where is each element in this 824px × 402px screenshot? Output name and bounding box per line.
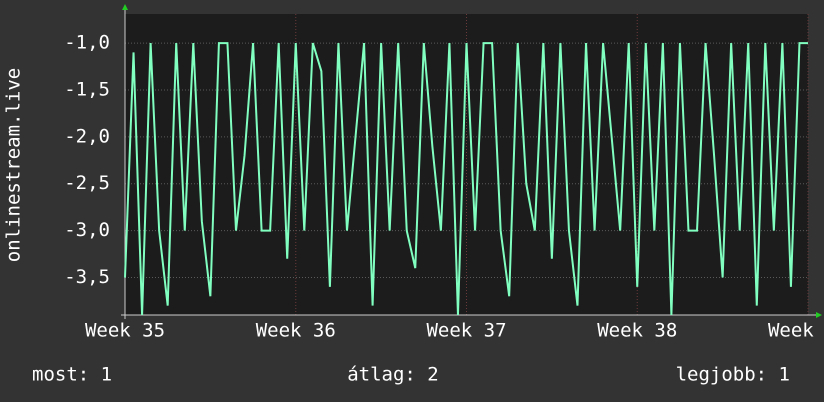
x-tick-label: Week 37 xyxy=(426,320,506,342)
footer-best: legjobb: 1 xyxy=(676,364,790,386)
y-tick-label: -1,5 xyxy=(64,78,110,100)
y-axis-label: onlinestream.live xyxy=(3,68,25,262)
x-tick-label: Week 35 xyxy=(85,320,165,342)
x-tick-label: Week 36 xyxy=(256,320,336,342)
axis-arrow xyxy=(122,4,128,10)
y-tick-label: -2,5 xyxy=(64,172,110,194)
axis-arrow xyxy=(816,312,822,318)
y-tick-label: -3,0 xyxy=(64,219,110,241)
footer-current: most: 1 xyxy=(32,364,112,386)
data-line xyxy=(124,42,808,316)
footer-average: átlag: 2 xyxy=(347,364,439,386)
x-tick-label: Week 39 xyxy=(768,320,824,342)
y-tick-label: -2,0 xyxy=(64,125,110,147)
y-tick-label: -1,0 xyxy=(64,32,110,54)
y-tick-label: -3,5 xyxy=(64,266,110,288)
x-tick-label: Week 38 xyxy=(597,320,677,342)
